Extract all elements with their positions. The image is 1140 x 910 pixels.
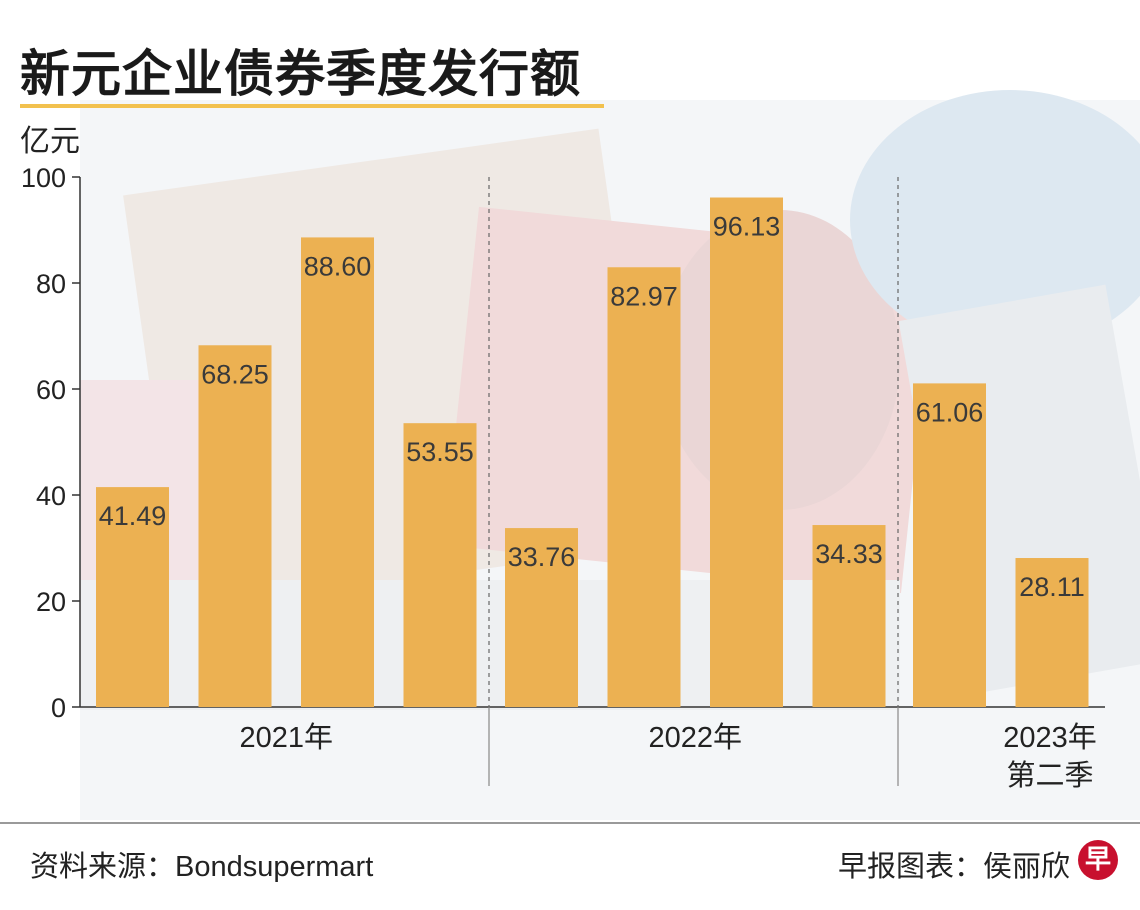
- x-group-label: 2023年: [1003, 721, 1097, 754]
- y-tick-label: 100: [21, 163, 66, 193]
- bar: [403, 423, 477, 707]
- bar-value-label: 41.49: [99, 501, 167, 531]
- x-group-label: 第二季: [1006, 759, 1093, 792]
- bar: [1015, 558, 1089, 707]
- bar-chart: 0 20 40 60 80 100 41.49 68.25 88.60 53.55 2021年 33.…: [21, 163, 1105, 792]
- bar-value-label: 28.11: [1019, 572, 1085, 602]
- bar-value-label: 96.13: [713, 212, 781, 242]
- bar-value-label: 61.06: [916, 397, 984, 427]
- bar-value-label: 68.25: [201, 359, 269, 389]
- chart-title: 新元企业债券季度发行额: [20, 45, 581, 103]
- zaobao-logo: 早: [1078, 840, 1118, 880]
- bar: [607, 267, 681, 707]
- title-underline: [20, 104, 604, 108]
- y-tick-label: 80: [36, 269, 66, 299]
- x-group-label: 2021年: [239, 721, 333, 754]
- bar: [505, 528, 578, 707]
- bar: [710, 197, 783, 708]
- bar: [913, 383, 986, 707]
- bar: [301, 237, 374, 708]
- footer-divider: [0, 822, 1140, 824]
- y-axis-unit-label: 亿元: [20, 124, 80, 159]
- y-tick-label: 60: [36, 375, 66, 405]
- bar: [812, 525, 886, 707]
- bar-value-label: 88.60: [304, 251, 372, 281]
- bar-value-label: 34.33: [815, 539, 883, 569]
- bar: [198, 345, 272, 707]
- y-tick-label: 40: [36, 481, 66, 511]
- bar-value-label: 82.97: [610, 281, 678, 311]
- bar-value-label: 53.55: [406, 437, 474, 467]
- x-group-label: 2022年: [648, 721, 742, 754]
- source-note: 资料来源：Bondsupermart: [30, 851, 374, 883]
- bar: [96, 487, 169, 707]
- y-tick-label: 20: [36, 587, 66, 617]
- y-tick-label: 0: [51, 693, 66, 723]
- graphic-credit: 早报图表：侯丽欣: [837, 851, 1070, 883]
- bar-value-label: 33.76: [508, 542, 576, 572]
